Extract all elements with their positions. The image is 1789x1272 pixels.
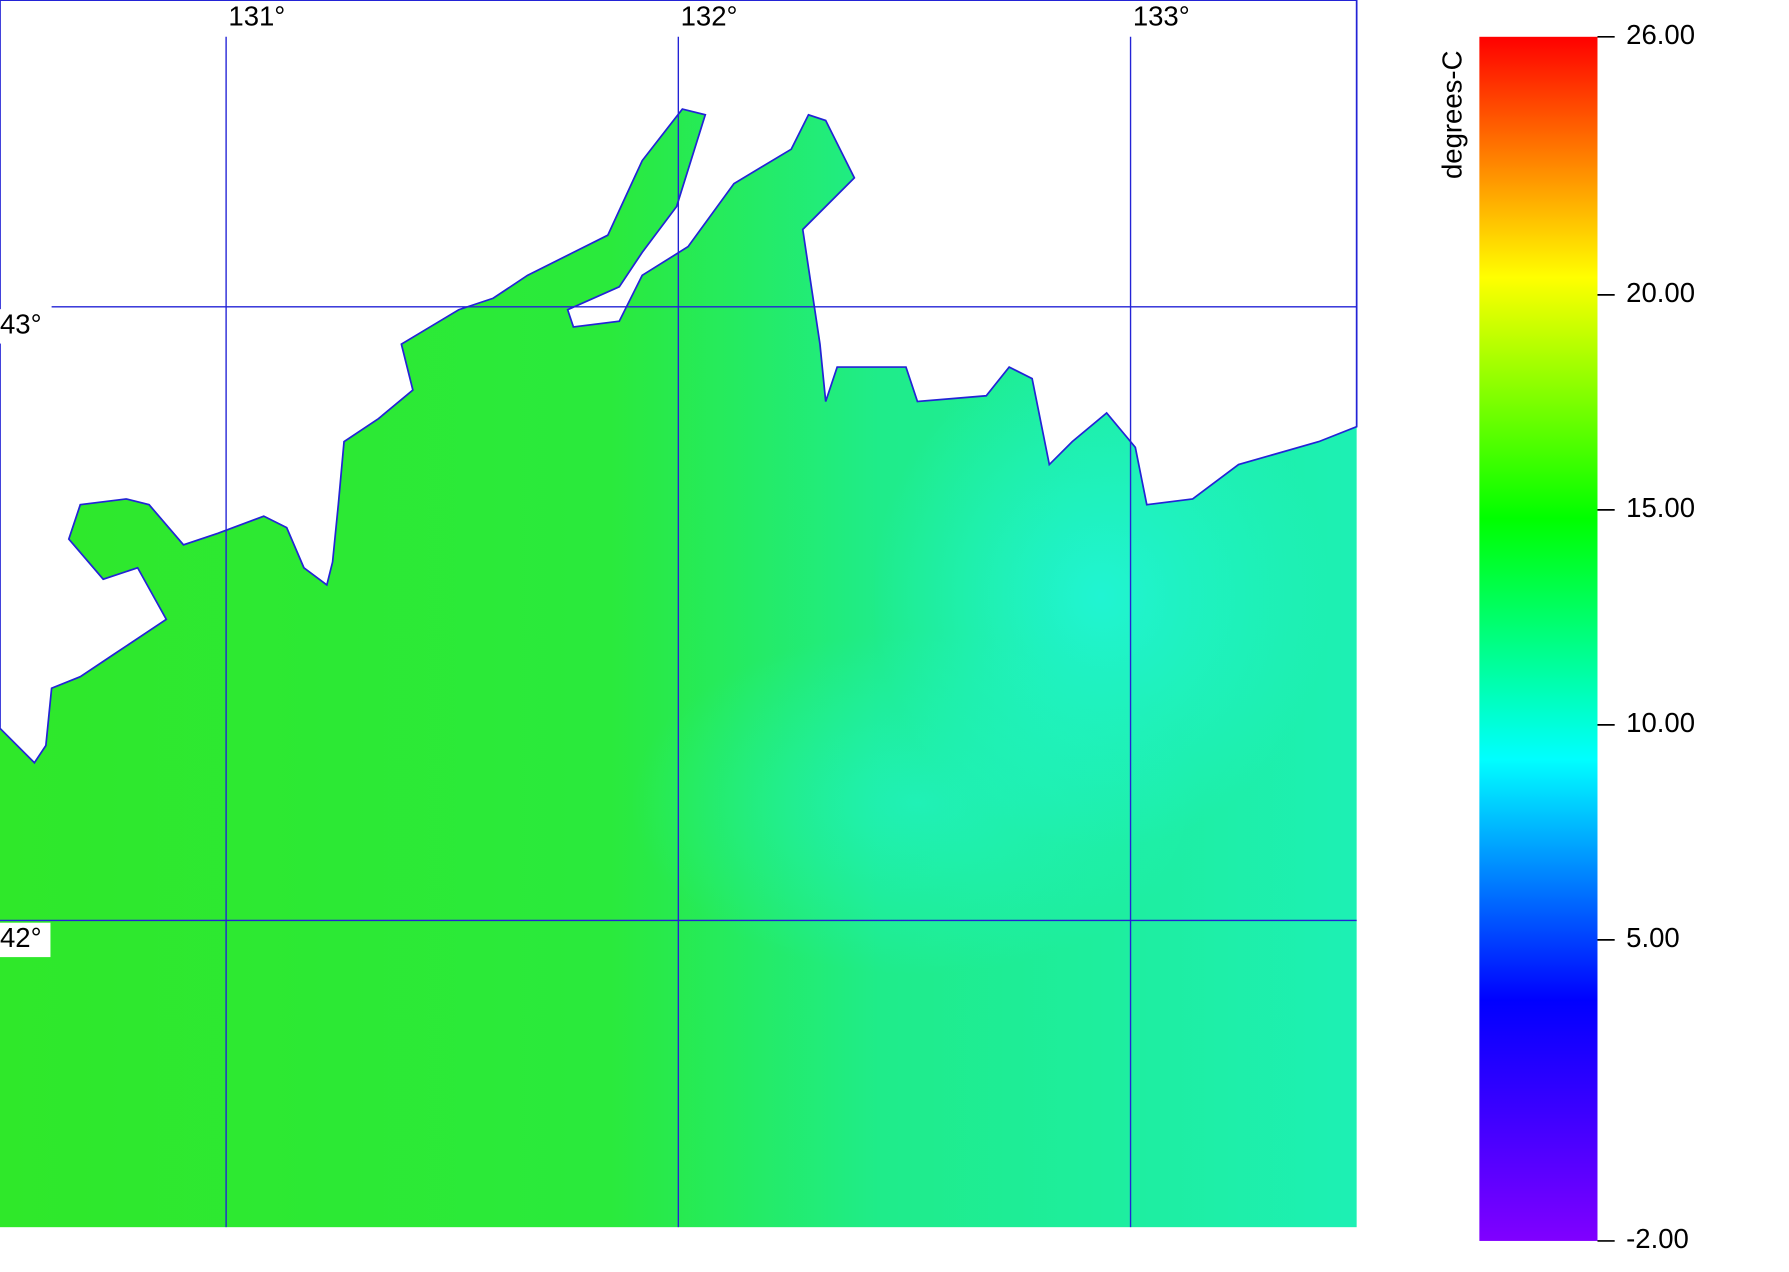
colorbar-tick-label: 20.00 bbox=[1626, 277, 1695, 308]
longitude-label: 131° bbox=[228, 1, 285, 32]
cool-patch bbox=[630, 630, 1205, 975]
colorbar bbox=[1479, 36, 1598, 1241]
colorbar-tick-label: 5.00 bbox=[1626, 922, 1680, 953]
latitude-label-bg bbox=[0, 922, 51, 958]
land bbox=[0, 0, 1358, 765]
colorbar-tick-label: -2.00 bbox=[1626, 1223, 1689, 1254]
latitude-label: 43° bbox=[0, 309, 42, 340]
latitude-label-bg bbox=[0, 309, 51, 344]
latitude-label: 42° bbox=[0, 922, 42, 953]
colorbar-label: degrees-C bbox=[1436, 51, 1467, 179]
colorbar-tick-label: 10.00 bbox=[1626, 707, 1695, 738]
longitude-label: 133° bbox=[1133, 1, 1190, 32]
colorbar-tick-label: 15.00 bbox=[1626, 492, 1695, 523]
graticule: 131° 132° 133° 43° 42° bbox=[0, 1, 1357, 1228]
longitude-label: 132° bbox=[681, 1, 738, 32]
colorbar-tick-label: 26.00 bbox=[1626, 19, 1695, 50]
